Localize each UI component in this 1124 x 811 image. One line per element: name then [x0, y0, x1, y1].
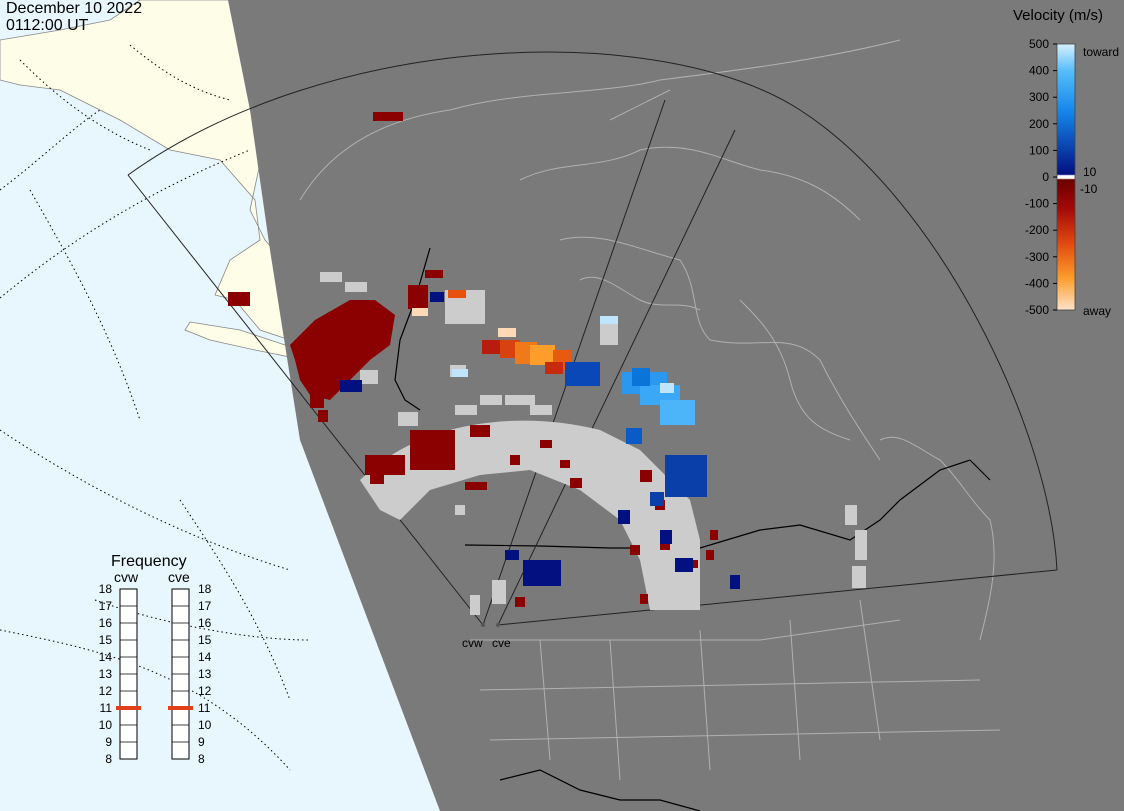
radar-label-cvw: cvw: [462, 636, 483, 650]
colorbar-title: Velocity (m/s): [1013, 7, 1103, 24]
frequency-tick-label: 16: [99, 616, 113, 630]
colorbar-tick-label: -300: [1025, 250, 1049, 264]
colorbar-tick-label: 400: [1029, 64, 1049, 78]
frequency-tick-label: 18: [99, 582, 113, 596]
colorbar-gradient: [1056, 43, 1076, 311]
away-velocity-cells: [228, 112, 718, 607]
frequency-tick-label: 14: [99, 650, 113, 664]
frequency-tick-label: 8: [198, 752, 205, 766]
frequency-tick-label: 12: [99, 684, 113, 698]
frequency-tick-label: 9: [105, 735, 112, 749]
colorbar-tick-label: 0: [1042, 170, 1049, 184]
colorbar-tick-label: 300: [1029, 90, 1049, 104]
frequency-tick-label: 16: [198, 616, 212, 630]
colorbar-label-toward: toward: [1083, 45, 1119, 59]
frequency-marker-cve: [168, 706, 193, 710]
frequency-tick-label: 11: [198, 701, 211, 715]
lat-lon-grid: [0, 44, 311, 771]
frequency-tick-label: 10: [99, 718, 113, 732]
frequency-tick-label: 9: [198, 735, 205, 749]
daylit-land: [0, 0, 306, 359]
colorbar-tick-label: -200: [1025, 223, 1049, 237]
frequency-tick-label: 18: [198, 582, 212, 596]
header: December 10 2022 0112:00 UT: [6, 0, 142, 34]
frequency-panel: Frequency cvw cve 18 18 17 17 16 16 15 15 14 14 13…: [99, 553, 212, 766]
frequency-tick-label: 15: [198, 633, 212, 647]
radar-site-cve: [496, 623, 500, 627]
frequency-tick-label: 12: [198, 684, 212, 698]
frequency-tick-label: 17: [198, 599, 212, 613]
frequency-tick-label: 17: [99, 599, 113, 613]
header-date: December 10 2022: [6, 0, 143, 17]
frequency-tick-label: 13: [198, 667, 212, 681]
colorbar-tick-label: 200: [1029, 117, 1049, 131]
colorbar-label-away: away: [1083, 304, 1111, 318]
velocity-colorbar: Velocity (m/s) 500 400 300 200 100 0 -100 -200 -…: [1013, 7, 1119, 318]
frequency-title: Frequency: [111, 553, 187, 570]
frequency-tick-label: 15: [99, 633, 113, 647]
colorbar-tick-label: -400: [1025, 276, 1049, 290]
country-outlines: [299, 39, 1001, 781]
colorbar-tick-label: -500: [1025, 303, 1049, 317]
radar-label-cve: cve: [492, 636, 511, 650]
frequency-tick-label: 8: [105, 752, 112, 766]
frequency-radar-label-0: cvw: [114, 569, 139, 585]
toward-velocity-cells: [340, 292, 740, 589]
radar-site-cvw: [481, 623, 485, 627]
frequency-tick-label: 14: [198, 650, 212, 664]
frequency-marker-cvw: [116, 706, 141, 710]
colorbar-tick-label: 500: [1029, 37, 1049, 51]
frequency-tick-label: 13: [99, 667, 113, 681]
frequency-radar-label-1: cve: [168, 569, 190, 585]
colorbar-tick-label: -100: [1025, 197, 1049, 211]
header-time: 0112:00 UT: [6, 17, 89, 34]
colorbar-tick-label: 100: [1029, 143, 1049, 157]
colorbar-label-small-neg: -10: [1080, 182, 1098, 196]
frequency-tick-label: 11: [100, 701, 113, 715]
frequency-tick-label: 10: [198, 718, 212, 732]
colorbar-label-small-pos: 10: [1083, 165, 1097, 179]
